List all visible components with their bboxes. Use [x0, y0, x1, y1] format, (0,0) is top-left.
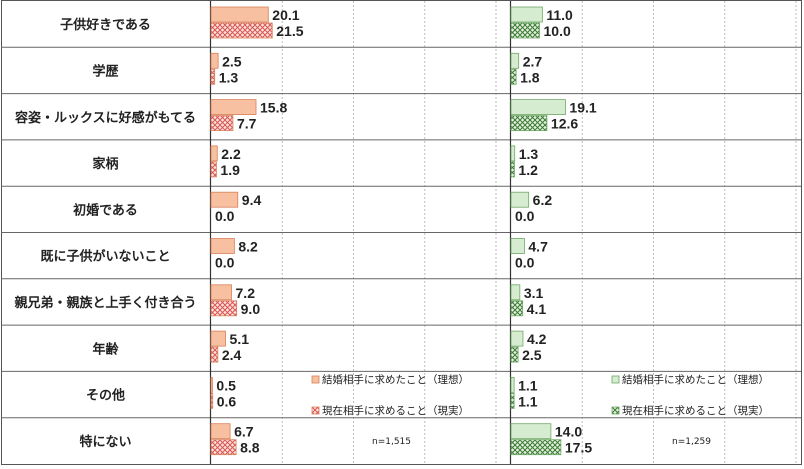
data-label: 1.8 — [520, 69, 540, 85]
bar-real — [510, 300, 524, 317]
bar-ideal — [210, 238, 235, 254]
data-label: 5.1 — [230, 331, 250, 347]
data-label: 9.4 — [242, 192, 262, 208]
data-label: 7.2 — [236, 285, 256, 301]
data-label: 4.1 — [527, 301, 547, 317]
bar-real — [510, 392, 515, 409]
sample-size-note: n=1,259 — [672, 437, 711, 447]
category-label: その他 — [86, 388, 125, 404]
bar-real — [210, 68, 216, 85]
bar-ideal — [510, 284, 521, 301]
data-label: 1.9 — [220, 162, 240, 178]
bar-real — [510, 346, 519, 363]
bar-ideal — [510, 99, 566, 115]
bar-ideal — [510, 191, 530, 208]
bar-ideal — [210, 284, 232, 301]
bar-real — [210, 115, 234, 131]
bar-real — [210, 346, 219, 363]
data-label: 7.7 — [237, 116, 257, 132]
category-label: 既に子供がいないこと — [40, 249, 170, 265]
category-label: 学歴 — [92, 63, 118, 79]
legend-swatch — [311, 375, 320, 384]
data-label: 0.6 — [217, 393, 237, 409]
data-label: 10.0 — [544, 23, 571, 39]
data-label: 14.0 — [555, 424, 582, 440]
bar-ideal — [510, 52, 520, 69]
bar-ideal — [210, 376, 213, 393]
category-label: 親兄弟・親族と上手く付き合う — [14, 295, 196, 311]
legend-label: 結婚相手に求めたこと（理想） — [622, 373, 769, 386]
category-label: 初婚である — [73, 202, 138, 218]
bar-ideal — [210, 52, 219, 69]
data-label: 15.8 — [260, 100, 287, 116]
bar-real — [510, 22, 540, 39]
data-label: 1.1 — [518, 377, 538, 393]
bar-real — [510, 68, 517, 85]
data-label: 0.0 — [515, 208, 535, 224]
bar-ideal — [210, 6, 269, 23]
legend-label: 結婚相手に求めたこと（理想） — [322, 373, 469, 386]
bar-ideal — [510, 238, 525, 254]
legend-label: 現在相手に求めること（現実） — [322, 404, 469, 417]
data-label: 4.7 — [528, 239, 548, 255]
data-label: 2.2 — [221, 146, 241, 162]
bar-real — [210, 439, 237, 456]
bar-ideal — [210, 423, 231, 440]
bar-real — [510, 115, 548, 131]
bar-ideal — [210, 99, 257, 115]
legend-label: 現在相手に求めること（現実） — [622, 404, 769, 417]
data-label: 6.7 — [234, 424, 254, 440]
data-label: 1.1 — [518, 393, 538, 409]
bar-real — [510, 161, 515, 178]
bar-ideal — [210, 330, 226, 347]
category-label: 特にない — [79, 434, 131, 450]
data-label: 3.1 — [524, 285, 544, 301]
legend-swatch — [611, 406, 620, 415]
bar-real — [510, 439, 562, 456]
bar-ideal — [210, 191, 239, 208]
data-label: 1.3 — [219, 69, 239, 85]
data-label: 0.5 — [216, 377, 236, 393]
data-label: 17.5 — [565, 440, 592, 456]
data-label: 0.0 — [515, 255, 535, 271]
bar-real — [210, 22, 273, 39]
data-label: 8.2 — [238, 239, 258, 255]
data-label: 8.8 — [240, 440, 260, 456]
data-label: 1.2 — [518, 162, 538, 178]
bar-ideal — [210, 145, 218, 162]
bar-ideal — [510, 423, 552, 440]
bar-real — [210, 161, 217, 178]
data-label: 20.1 — [272, 7, 299, 23]
category-label: 家柄 — [92, 156, 118, 172]
category-label: 容姿・ルックスに好感がもてる — [14, 110, 196, 126]
legend-swatch — [611, 375, 620, 384]
sample-size-note: n=1,515 — [372, 437, 411, 447]
data-label: 11.0 — [546, 7, 573, 23]
data-label: 2.7 — [523, 53, 543, 69]
data-label: 9.0 — [241, 301, 261, 317]
data-label: 0.0 — [215, 255, 235, 271]
bar-ideal — [510, 376, 515, 393]
data-label: 12.6 — [551, 116, 578, 132]
data-label: 2.5 — [522, 347, 542, 363]
bar-ideal — [510, 145, 516, 162]
data-label: 2.5 — [222, 53, 242, 69]
category-label: 年齢 — [92, 341, 119, 357]
category-label: 子供好きである — [60, 17, 151, 33]
data-label: 6.2 — [533, 192, 553, 208]
data-label: 1.3 — [519, 146, 539, 162]
bar-ideal — [510, 6, 543, 23]
data-label: 19.1 — [569, 100, 596, 116]
legend-swatch — [311, 406, 320, 415]
bar-ideal — [510, 330, 524, 347]
data-label: 21.5 — [276, 23, 303, 39]
data-label: 2.4 — [222, 347, 242, 363]
data-label: 0.0 — [215, 208, 235, 224]
bar-real — [210, 392, 214, 409]
bar-real — [210, 300, 238, 317]
data-label: 4.2 — [527, 331, 547, 347]
